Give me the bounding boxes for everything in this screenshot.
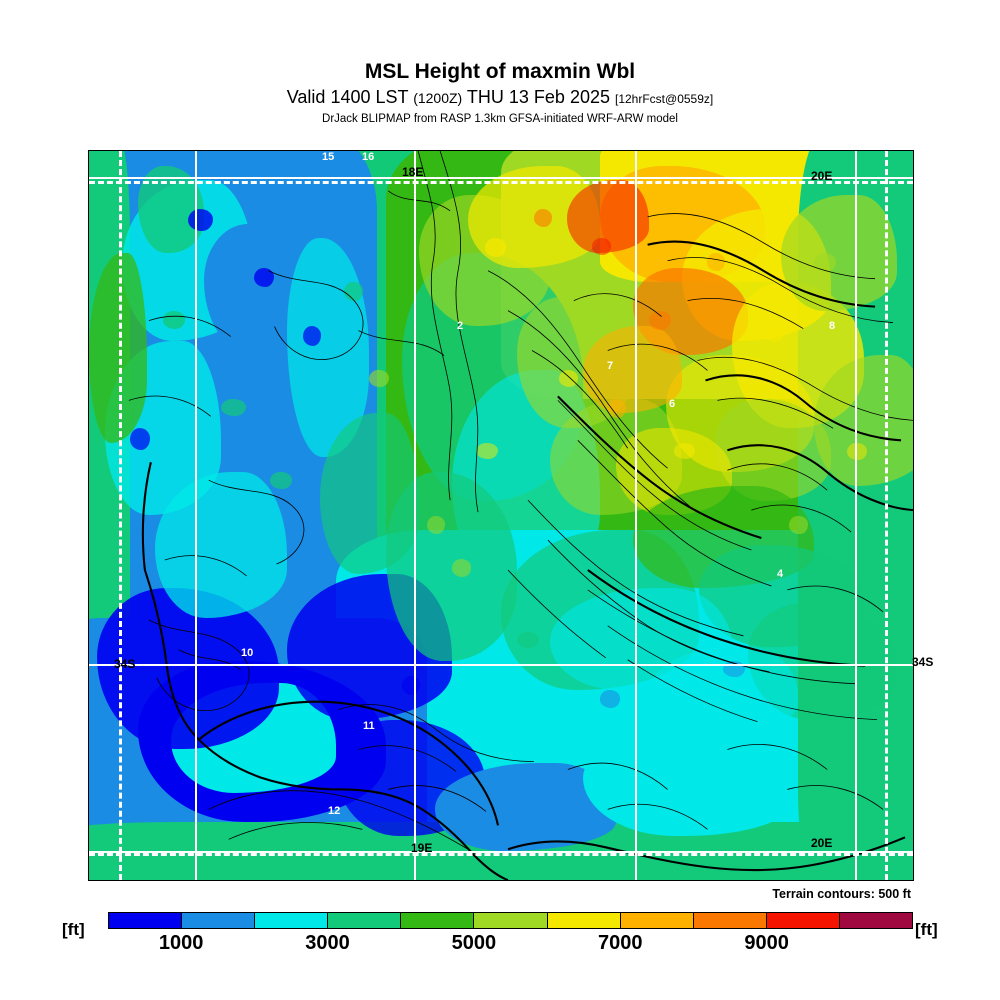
valid-date: THU 13 Feb 2025: [466, 87, 610, 107]
colorbar-band-6000: [547, 913, 621, 928]
wbl-height-field: [89, 151, 913, 880]
domain-edge-bottom: [89, 853, 913, 856]
colorbar-tick-9000: 9000: [744, 932, 789, 954]
title-block: MSL Height of maxmin Wbl Valid 1400 LST …: [0, 60, 1000, 127]
terrain-contour-lines: [128, 151, 913, 880]
forecast-tag: [12hrFcst@0559z]: [615, 92, 714, 106]
valid-utc: (1200Z): [413, 90, 463, 106]
terrain-contour-note: Terrain contours: 500 ft: [769, 886, 914, 902]
colorbar-tick-7000: 7000: [598, 932, 643, 954]
colorbar-band-1000: [182, 913, 256, 928]
map-label-10: 10: [241, 647, 254, 659]
map-label-18e: 18E: [402, 165, 424, 179]
colorbar-band-8000: [693, 913, 767, 928]
colorbar-unit-right: [ft]: [915, 920, 938, 939]
map-label-8: 8: [829, 320, 836, 332]
map-label-20e-top: 20E: [811, 169, 833, 183]
valid-prefix: Valid 1400 LST: [286, 87, 409, 107]
colorbar-tick-1000: 1000: [158, 932, 204, 954]
colorbar-band-4000: [401, 913, 475, 928]
grid-line-lon-18e: [414, 151, 416, 880]
colorbar-tick-5000: 5000: [451, 932, 497, 954]
colorbar-band-5000: [474, 913, 548, 928]
graticule-lines: [89, 151, 913, 880]
map-label-15: 15: [322, 151, 335, 163]
colorbar-band-9000: [766, 913, 840, 928]
domain-edge-right: [885, 151, 888, 880]
map-label-7: 7: [607, 360, 614, 372]
map-label-16: 16: [362, 151, 375, 163]
grid-line-lat-34s: [89, 664, 913, 666]
colorbar-bands: [108, 912, 913, 929]
grid-line-lon-20e: [855, 151, 857, 880]
colorbar-legend: [ft] [ft] 1000 3000 5000 7000 9000: [0, 908, 1000, 968]
map-canvas[interactable]: 15 16 18E 20E 8 6 2 7 4 10 11 12 19E 20E…: [88, 150, 914, 881]
map-label-4: 4: [777, 568, 784, 580]
grid-line-lat-top: [89, 177, 913, 179]
map-label-6: 6: [669, 398, 676, 410]
grid-line-lon-left: [195, 151, 197, 880]
grid-line-lat-bottom: [89, 851, 913, 853]
colorbar-band-7000: [620, 913, 694, 928]
map-label-12: 12: [328, 805, 341, 817]
model-source-note: DrJack BLIPMAP from RASP 1.3km GFSA-init…: [322, 113, 678, 125]
map-label-19e: 19E: [411, 841, 433, 855]
map-label-34s-right: 34S: [912, 655, 934, 669]
colorbar-band-3000: [328, 913, 402, 928]
colorbar-band-10000: [839, 913, 913, 928]
colorbar-band-0: [109, 913, 183, 928]
domain-edge-top: [89, 181, 913, 184]
domain-boundary: [89, 151, 913, 880]
map-label-20e-bottom: 20E: [811, 836, 833, 850]
valid-time-line: Valid 1400 LST (1200Z) THU 13 Feb 2025 […: [0, 85, 1000, 111]
map-label-11: 11: [363, 720, 375, 732]
domain-edge-left: [119, 151, 122, 880]
map-labels: 15 16 18E 20E 8 6 2 7 4 10 11 12 19E 20E…: [89, 151, 913, 880]
colorbar-band-2000: [255, 913, 329, 928]
page-title: MSL Height of maxmin Wbl: [364, 60, 636, 83]
map-label-34s-left: 34S: [114, 657, 136, 671]
grid-line-lon-19e: [635, 151, 637, 880]
colorbar-unit-left: [ft]: [62, 920, 85, 939]
map-label-2: 2: [457, 320, 464, 332]
colorbar-tick-3000: 3000: [305, 932, 350, 954]
